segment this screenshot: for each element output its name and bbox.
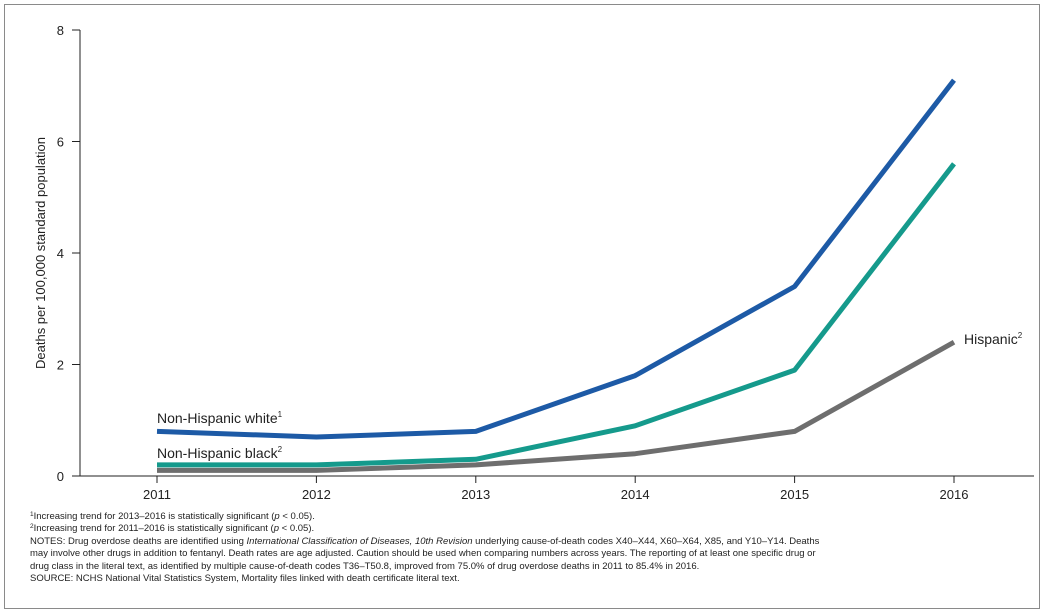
y-tick-label: 2 [57,358,64,373]
y-axis-title: Deaths per 100,000 standard population [33,137,48,369]
series-label-non-hispanic-white: Non-Hispanic white1 [157,410,283,426]
x-tick-label: 2011 [143,487,171,502]
x-tick-label: 2014 [621,487,650,502]
series-lines [156,78,956,473]
chart-notes: 1Increasing trend for 2013–2016 is stati… [30,511,1030,585]
notes-text-line-3: drug class in the literal text, as ident… [30,560,700,572]
series-label-hispanic: Hispanic2 [964,331,1023,347]
series-line-non-hispanic-black [157,162,956,468]
series-line-non-hispanic-white [156,78,956,440]
notes-text: NOTES: Drug overdose deaths are identifi… [30,535,820,547]
notes-text-line-2: may involve other drugs in addition to f… [30,548,816,560]
y-tick-label: 4 [57,246,64,261]
series-label-non-hispanic-black: Non-Hispanic black2 [157,445,283,461]
x-tick-label: 2016 [940,487,969,502]
chart-frame [4,4,1040,609]
y-tick-label: 0 [57,469,64,484]
x-tick-label: 2015 [780,487,809,502]
x-ticks: 2011 2012 2013 2014 2015 2016 [143,476,968,502]
source-text: SOURCE: NCHS National Vital Statistics S… [30,573,460,585]
y-tick-label: 6 [57,135,64,150]
y-tick-label: 8 [57,23,64,38]
y-ticks: 0 2 4 6 8 [57,23,80,484]
series-line-hispanic [157,340,956,473]
footnote-2: 2Increasing trend for 2011–2016 is stati… [30,523,315,535]
footnote-1: 1Increasing trend for 2013–2016 is stati… [30,511,315,522]
x-tick-label: 2013 [461,487,490,502]
x-tick-label: 2012 [302,487,331,502]
